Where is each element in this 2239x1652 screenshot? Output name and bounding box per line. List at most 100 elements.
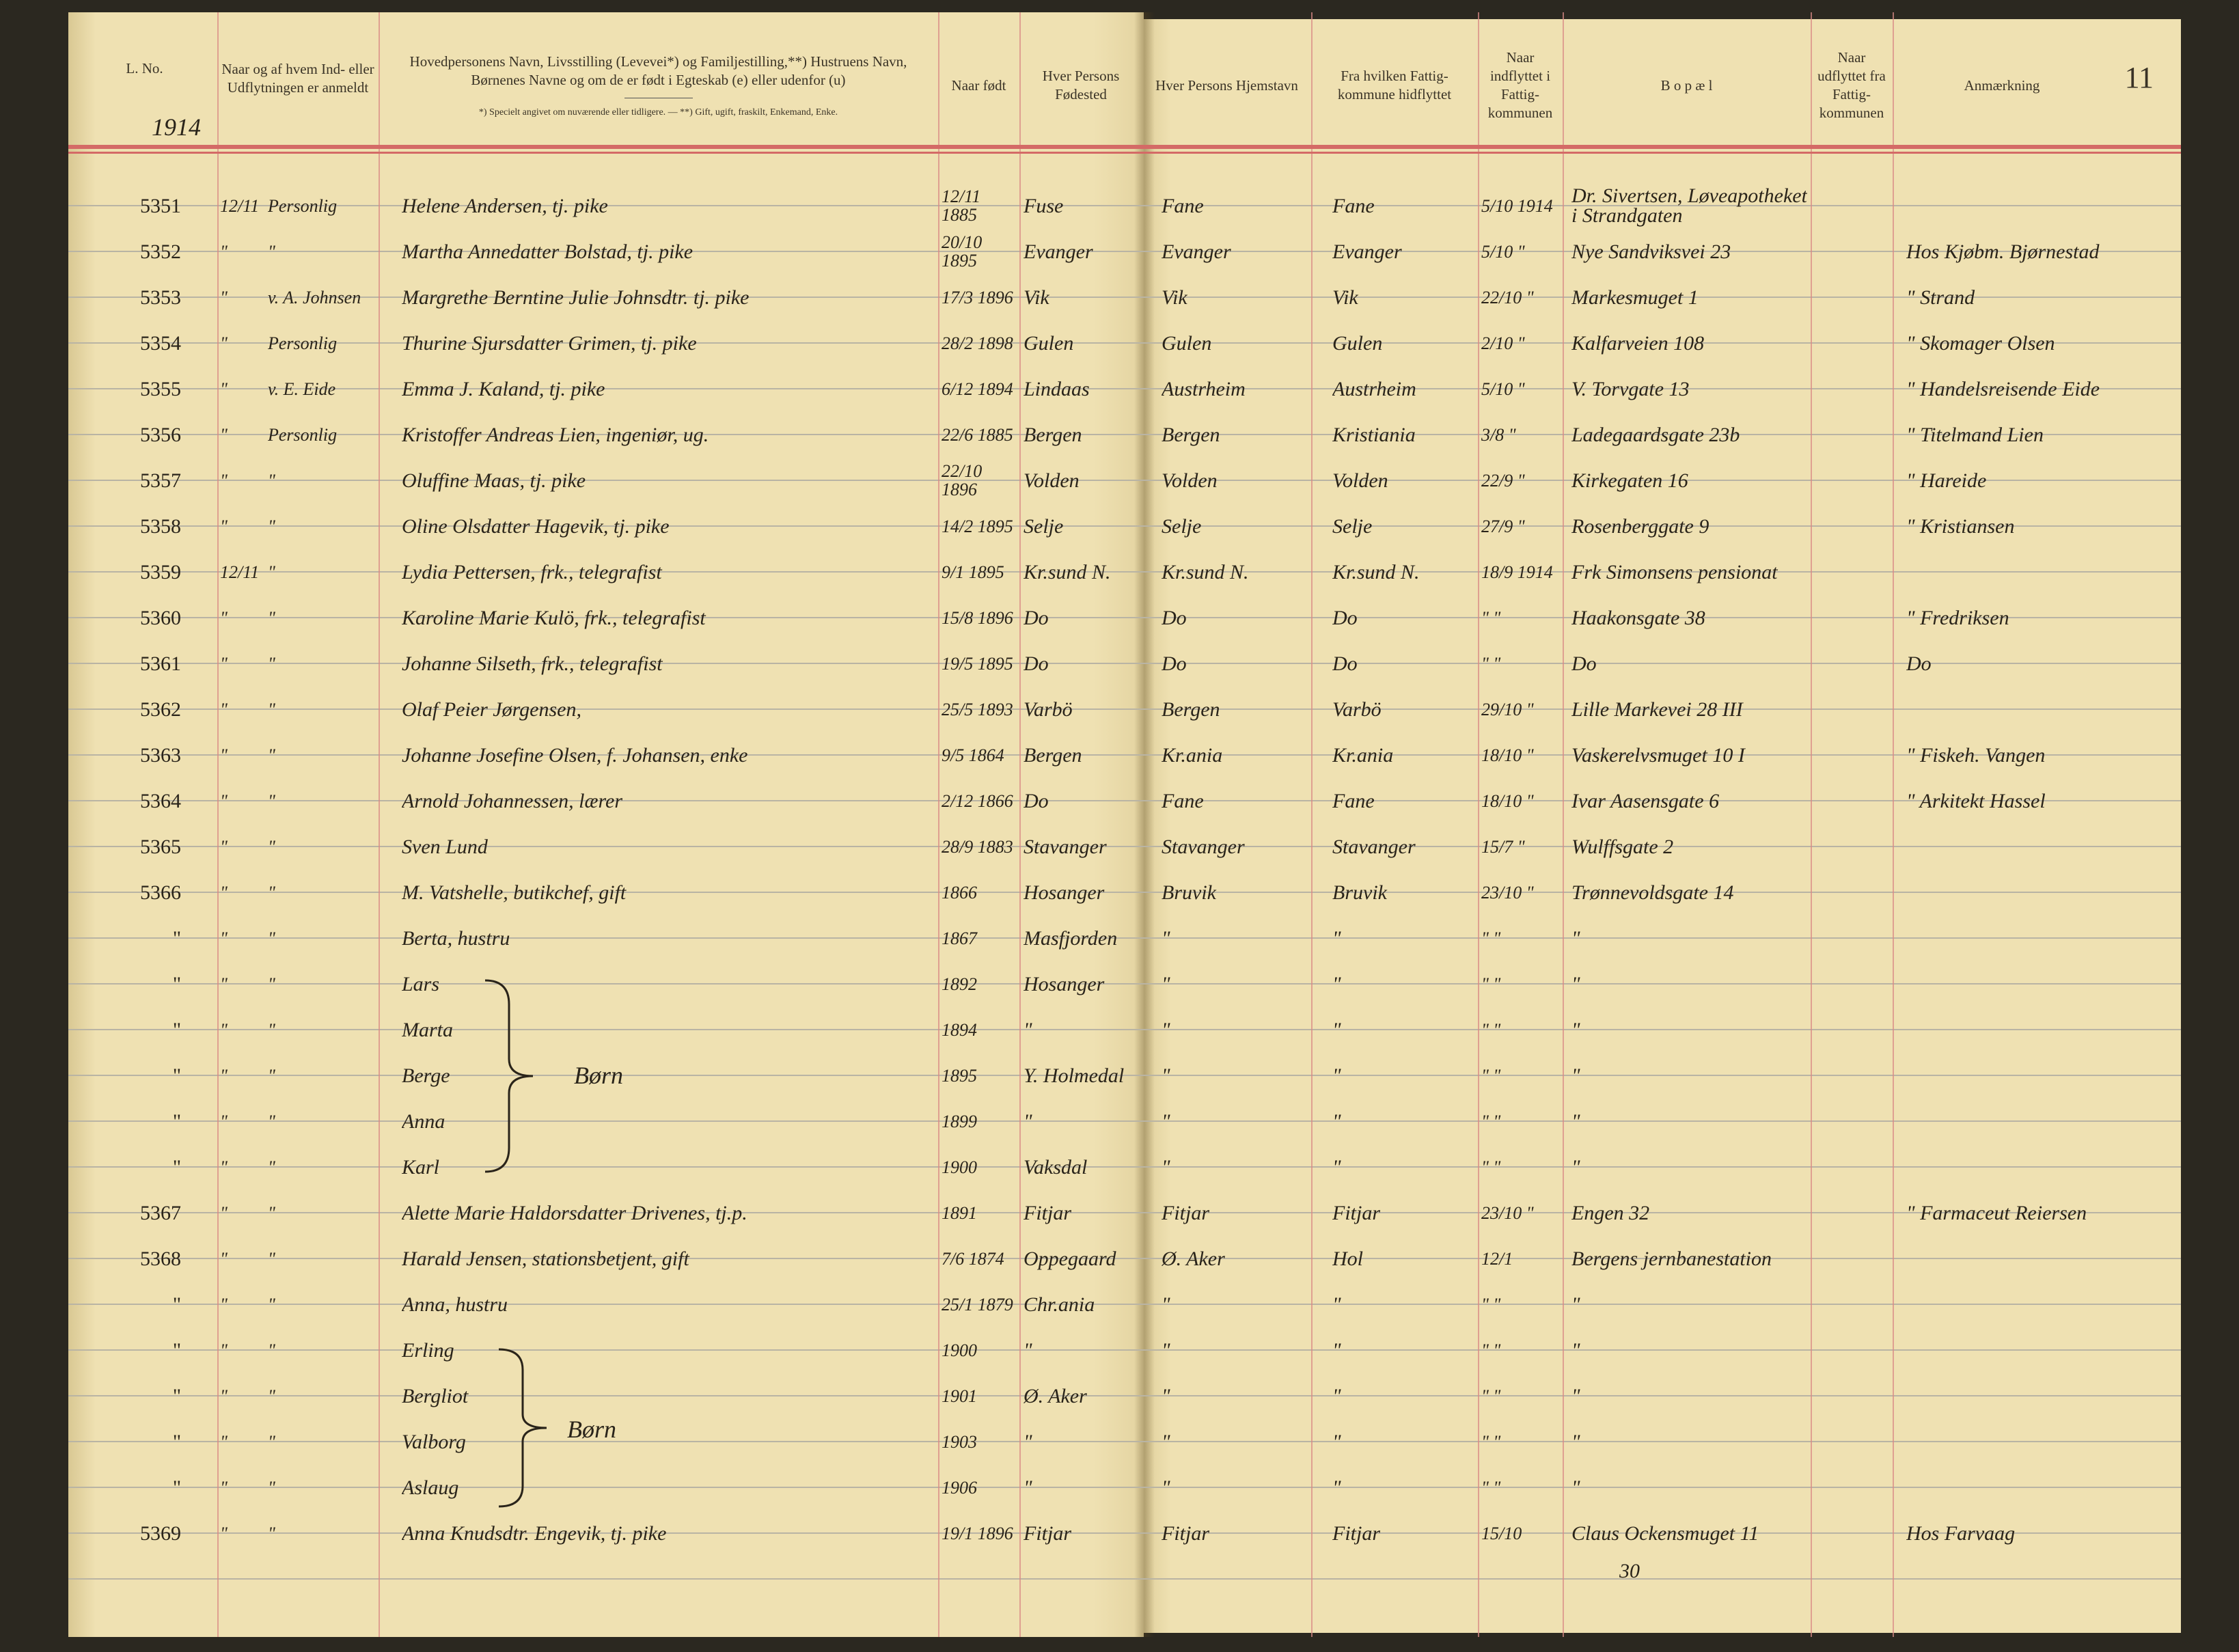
- address: ": [1571, 972, 1580, 995]
- person-name: Anna: [402, 1110, 445, 1133]
- birth-date: 25/5 1893: [942, 699, 1013, 719]
- address: ": [1571, 1338, 1580, 1362]
- report-date: ": [220, 1248, 228, 1269]
- person-name: Harald Jensen, stationsbetjent, gift: [402, 1247, 689, 1270]
- address: ": [1571, 1155, 1580, 1179]
- person-name: Berta, hustru: [402, 926, 510, 950]
- home-municipality: ": [1162, 1155, 1170, 1179]
- table-row: 5355 " v. E. Eide Emma J. Kaland, tj. pike 6…: [0, 368, 2239, 410]
- birth-date: 9/1 1895: [942, 562, 1004, 582]
- table-row: 5356 " Personlig Kristoffer Andreas Lien, i…: [0, 413, 2239, 456]
- birthplace: Selje: [1024, 514, 1064, 538]
- moved-in-date: 22/9 ": [1481, 470, 1525, 491]
- entry-number: 5355: [140, 377, 181, 400]
- birth-date: 25/1 1879: [942, 1294, 1013, 1314]
- moved-from: ": [1332, 1064, 1341, 1087]
- moved-from: ": [1332, 1155, 1341, 1179]
- birth-date: 1900: [942, 1157, 977, 1177]
- header-moved-in: Naar indflyttet i Fattig-kommunen: [1487, 49, 1553, 121]
- header-home: Hver Persons Hjemstavn: [1155, 77, 1298, 94]
- column-divider: [217, 12, 219, 1637]
- home-municipality: Selje: [1162, 514, 1202, 538]
- birth-date: 1901: [942, 1386, 977, 1406]
- home-municipality: Fitjar: [1162, 1522, 1210, 1545]
- table-row: " " " Erling 1900 " " " " " ": [0, 1329, 2239, 1371]
- remarks: [1906, 1420, 2176, 1463]
- remarks: [1906, 1008, 2176, 1051]
- moved-from: ": [1332, 926, 1341, 950]
- home-municipality: Gulen: [1162, 331, 1212, 355]
- remarks: " Arkitekt Hassel: [1906, 789, 2046, 812]
- moved-from: ": [1332, 1430, 1341, 1453]
- address: Markesmuget 1: [1571, 286, 1699, 309]
- moved-out-date: [1817, 825, 1889, 868]
- person-name: Marta: [402, 1018, 453, 1041]
- birthplace: Evanger: [1024, 240, 1093, 263]
- reported-by: ": [268, 1019, 275, 1040]
- entry-number: ": [172, 1155, 182, 1179]
- remarks: " Hareide: [1906, 469, 1987, 492]
- moved-in-date: " ": [1481, 974, 1501, 994]
- header-from: Fra hvilken Fattig-kommune hidflyttet: [1337, 68, 1452, 102]
- header-moved-out: Naar udflyttet fra Fattig-kommunen: [1817, 49, 1886, 121]
- table-row: 5362 " " Olaf Peier Jørgensen, 25/5 1893 Varb…: [0, 688, 2239, 730]
- moved-from: Vik: [1332, 286, 1358, 309]
- birth-date: 28/9 1883: [942, 836, 1013, 857]
- moved-out-date: [1817, 505, 1889, 547]
- moved-in-date: 5/10 ": [1481, 378, 1525, 399]
- table-row: 5358 " " Oline Olsdatter Hagevik, tj. pike 1…: [0, 505, 2239, 547]
- birth-date: 22/6 1885: [942, 424, 1013, 445]
- person-name: Oline Olsdatter Hagevik, tj. pike: [402, 514, 670, 538]
- birth-date: 1900: [942, 1340, 977, 1360]
- moved-out-date: [1817, 1237, 1889, 1280]
- report-date: ": [220, 241, 228, 262]
- birthplace: Bergen: [1024, 743, 1082, 767]
- moved-from: Stavanger: [1332, 835, 1416, 858]
- table-row: 5354 " Personlig Thurine Sjursdatter Grimen…: [0, 322, 2239, 364]
- report-date: ": [220, 699, 228, 719]
- reported-by: v. E. Eide: [268, 378, 336, 399]
- home-municipality: Kr.ania: [1162, 743, 1223, 767]
- moved-out-date: [1817, 413, 1889, 456]
- column-divider: [379, 12, 380, 1637]
- remarks: Hos Farvaag: [1906, 1522, 2016, 1545]
- address: ": [1571, 1476, 1580, 1499]
- home-municipality: ": [1162, 1476, 1170, 1499]
- remarks: [1906, 871, 2176, 913]
- address: Do: [1571, 652, 1597, 675]
- moved-out-date: [1817, 1192, 1889, 1234]
- home-municipality: Do: [1162, 652, 1187, 675]
- moved-from: Hol: [1332, 1247, 1363, 1270]
- report-date: ": [220, 790, 228, 811]
- moved-out-date: [1817, 1375, 1889, 1417]
- moved-out-date: [1817, 1466, 1889, 1509]
- address: ": [1571, 1293, 1580, 1316]
- remarks: [1906, 1146, 2176, 1188]
- birth-date: 6/12 1894: [942, 378, 1013, 399]
- remarks: " Strand: [1906, 286, 1975, 309]
- moved-from: Kr.sund N.: [1332, 560, 1420, 583]
- reported-by: Personlig: [268, 195, 338, 216]
- page-number: 11: [2124, 61, 2154, 94]
- reported-by: ": [268, 470, 275, 491]
- address: Ladegaardsgate 23b: [1571, 423, 1740, 446]
- report-date: ": [220, 287, 228, 307]
- moved-in-date: 23/10 ": [1481, 882, 1534, 903]
- home-municipality: Fane: [1162, 789, 1204, 812]
- birth-date: 2/12 1866: [942, 790, 1013, 811]
- moved-out-date: [1817, 322, 1889, 364]
- entry-number: ": [172, 1018, 182, 1041]
- header-rule: [68, 145, 2181, 149]
- remarks: [1906, 1329, 2176, 1371]
- birth-date: 22/10 1896: [942, 461, 983, 499]
- moved-from: Do: [1332, 652, 1358, 675]
- home-municipality: Vik: [1162, 286, 1187, 309]
- address: ": [1571, 1064, 1580, 1087]
- remarks: [1906, 825, 2176, 868]
- home-municipality: Austrheim: [1162, 377, 1246, 400]
- table-row: " " " Berta, hustru 1867 Masfjorden " " " " ": [0, 917, 2239, 959]
- birth-date: 17/3 1896: [942, 287, 1013, 307]
- reported-by: ": [268, 653, 275, 674]
- report-date: ": [220, 1065, 228, 1086]
- person-name: Lars: [402, 972, 440, 995]
